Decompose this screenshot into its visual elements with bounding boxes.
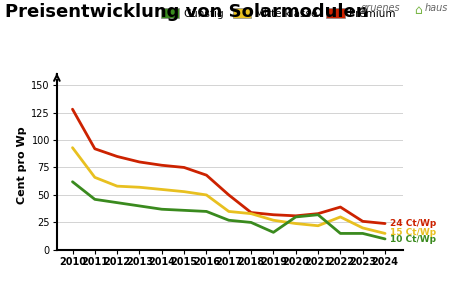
Text: 10 Ct/Wp: 10 Ct/Wp [390, 235, 436, 244]
Legend: Günstig, Mittelklasse, Premium: Günstig, Mittelklasse, Premium [159, 6, 398, 21]
Text: haus: haus [424, 3, 447, 13]
Text: 24 Ct/Wp: 24 Ct/Wp [390, 219, 436, 228]
Text: 15 Ct/Wp: 15 Ct/Wp [390, 228, 436, 237]
Y-axis label: Cent pro Wp: Cent pro Wp [17, 126, 27, 204]
Text: Preisentwicklung von Solarmodulen: Preisentwicklung von Solarmodulen [5, 3, 368, 21]
Text: ⌂: ⌂ [414, 4, 422, 17]
Text: gruenes: gruenes [360, 3, 400, 13]
